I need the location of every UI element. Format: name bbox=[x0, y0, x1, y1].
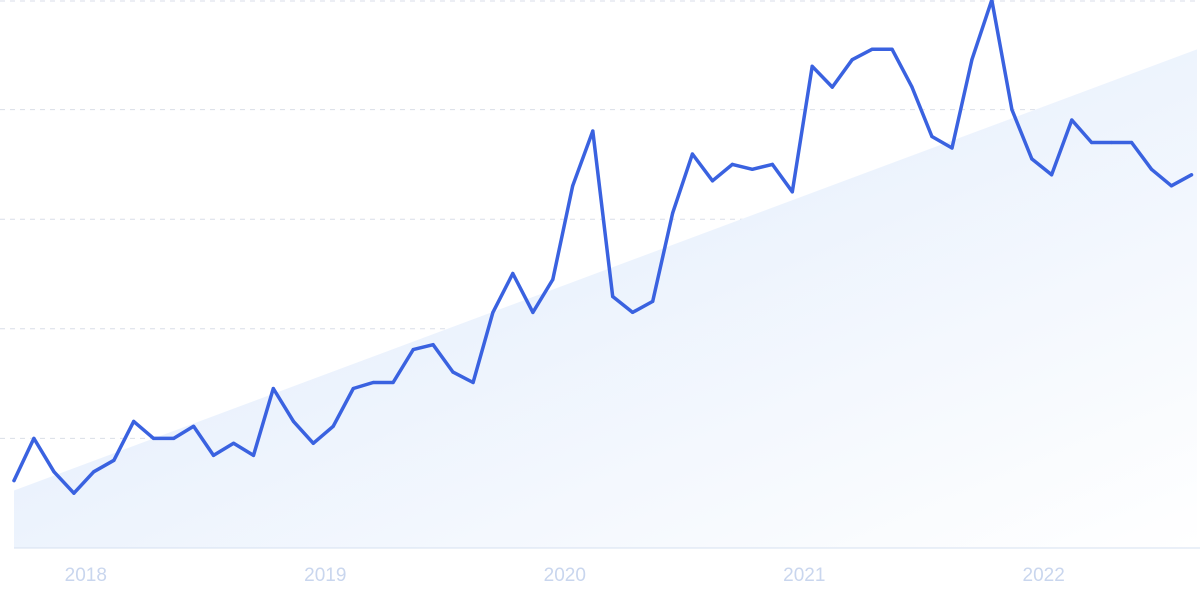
data-point-25 bbox=[511, 271, 515, 276]
data-point-38 bbox=[770, 162, 775, 166]
data-point-46 bbox=[930, 134, 934, 139]
x-tick-label-2022: 2022 bbox=[1023, 565, 1065, 586]
data-point-17 bbox=[351, 386, 355, 391]
x-tick-label-2021: 2021 bbox=[783, 565, 825, 586]
data-point-20 bbox=[411, 348, 415, 352]
data-point-12 bbox=[251, 453, 256, 457]
data-point-47 bbox=[950, 146, 954, 150]
data-point-36 bbox=[730, 162, 735, 166]
data-point-4 bbox=[92, 470, 96, 474]
data-point-57 bbox=[1149, 167, 1154, 171]
data-point-27 bbox=[551, 277, 555, 282]
data-point-2 bbox=[52, 470, 56, 474]
trend-layer bbox=[14, 49, 1197, 548]
x-tick-label-2019: 2019 bbox=[304, 565, 346, 586]
data-point-43 bbox=[870, 47, 874, 51]
data-point-29 bbox=[591, 129, 595, 133]
data-point-55 bbox=[1109, 140, 1114, 145]
data-point-37 bbox=[750, 167, 754, 171]
data-point-5 bbox=[112, 458, 116, 462]
data-point-42 bbox=[850, 58, 854, 62]
data-point-6 bbox=[132, 419, 136, 423]
data-point-18 bbox=[371, 380, 375, 385]
data-point-54 bbox=[1090, 140, 1094, 145]
data-point-14 bbox=[291, 419, 296, 423]
data-point-35 bbox=[710, 179, 715, 183]
trend-area bbox=[14, 49, 1197, 548]
data-point-50 bbox=[1010, 108, 1014, 112]
data-point-30 bbox=[611, 294, 615, 299]
data-point-40 bbox=[810, 64, 814, 68]
data-point-49 bbox=[990, 0, 994, 2]
data-point-16 bbox=[331, 424, 335, 428]
data-point-51 bbox=[1030, 157, 1034, 161]
data-point-44 bbox=[890, 47, 894, 51]
data-point-33 bbox=[671, 211, 675, 215]
data-point-41 bbox=[830, 85, 834, 89]
x-axis: 2018 2019 2020 2021 2022 bbox=[14, 547, 1200, 586]
data-point-56 bbox=[1130, 140, 1134, 145]
data-point-13 bbox=[271, 386, 275, 391]
data-point-1 bbox=[32, 436, 36, 440]
data-point-22 bbox=[451, 370, 455, 374]
data-point-31 bbox=[631, 310, 635, 314]
data-point-10 bbox=[211, 453, 216, 457]
data-point-8 bbox=[172, 436, 176, 440]
data-point-32 bbox=[651, 299, 655, 303]
series-line-0 bbox=[12, 0, 1194, 495]
data-point-0 bbox=[12, 479, 16, 483]
data-point-11 bbox=[232, 441, 236, 445]
data-point-58 bbox=[1169, 184, 1173, 188]
data-point-3 bbox=[72, 491, 76, 495]
data-point-24 bbox=[491, 310, 495, 314]
data-point-26 bbox=[531, 310, 535, 314]
data-point-19 bbox=[391, 380, 395, 385]
series-layer bbox=[12, 0, 1194, 495]
data-point-48 bbox=[970, 58, 974, 62]
data-point-39 bbox=[790, 190, 794, 194]
data-point-53 bbox=[1070, 118, 1074, 122]
data-point-34 bbox=[690, 152, 695, 156]
x-tick-label-2018: 2018 bbox=[65, 565, 107, 586]
x-tick-label-2020: 2020 bbox=[544, 565, 586, 586]
data-point-52 bbox=[1050, 173, 1054, 177]
data-point-15 bbox=[311, 441, 315, 445]
data-point-45 bbox=[910, 85, 914, 89]
data-point-23 bbox=[471, 380, 475, 385]
data-point-9 bbox=[192, 424, 196, 428]
data-point-59 bbox=[1189, 173, 1194, 177]
data-point-28 bbox=[571, 184, 575, 188]
data-point-7 bbox=[152, 436, 156, 440]
data-point-21 bbox=[431, 343, 435, 347]
